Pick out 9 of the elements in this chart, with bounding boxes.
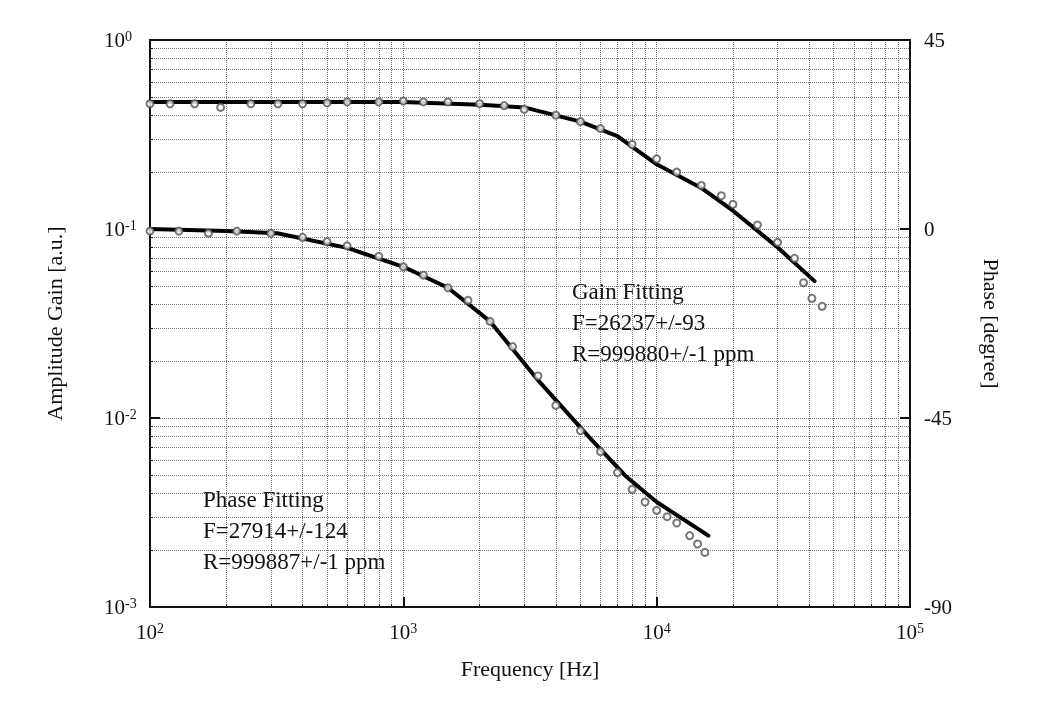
y2-axis-title: Phase [degree] bbox=[978, 258, 1004, 389]
y2-tick-label: -45 bbox=[924, 406, 952, 430]
annotation: Phase Fitting F=27914+/-124 R=999887+/-1 ppm bbox=[203, 487, 386, 574]
x-axis-title: Frequency [Hz] bbox=[460, 655, 600, 681]
y2-tick-label: 0 bbox=[924, 217, 935, 241]
annotation: Gain Fitting F=26237+/-93 R=999880+/-1 ppm bbox=[572, 279, 755, 366]
y2-tick-label: -90 bbox=[924, 595, 952, 619]
y2-tick-label: 45 bbox=[924, 28, 945, 52]
y-axis-title: Amplitude Gain [a.u.] bbox=[41, 226, 67, 421]
